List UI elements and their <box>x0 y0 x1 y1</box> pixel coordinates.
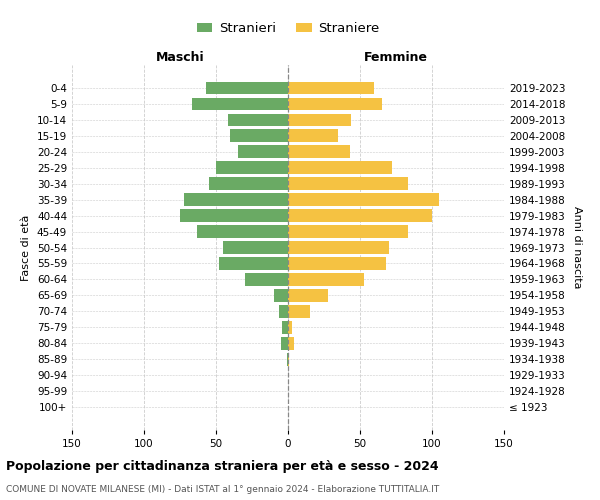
Bar <box>288 226 407 238</box>
Bar <box>288 194 439 206</box>
Bar <box>227 114 288 126</box>
Bar <box>287 353 288 366</box>
Legend: Stranieri, Straniere: Stranieri, Straniere <box>191 17 385 40</box>
Bar <box>288 305 310 318</box>
Bar <box>223 242 288 254</box>
Bar <box>288 210 432 222</box>
Text: Popolazione per cittadinanza straniera per età e sesso - 2024: Popolazione per cittadinanza straniera p… <box>6 460 439 473</box>
Bar <box>238 146 288 158</box>
Bar <box>288 162 392 174</box>
Bar <box>206 82 288 94</box>
Text: Maschi: Maschi <box>155 51 205 64</box>
Bar <box>288 130 338 142</box>
Bar <box>288 289 328 302</box>
Bar <box>288 178 407 190</box>
Bar <box>197 226 288 238</box>
Bar <box>180 210 288 222</box>
Bar <box>209 178 288 190</box>
Bar <box>288 257 386 270</box>
Bar <box>230 130 288 142</box>
Bar <box>288 98 382 110</box>
Text: COMUNE DI NOVATE MILANESE (MI) - Dati ISTAT al 1° gennaio 2024 - Elaborazione TU: COMUNE DI NOVATE MILANESE (MI) - Dati IS… <box>6 485 439 494</box>
Bar <box>245 273 288 285</box>
Text: Femmine: Femmine <box>364 51 428 64</box>
Bar <box>184 194 288 206</box>
Bar <box>191 98 288 110</box>
Bar <box>288 242 389 254</box>
Bar <box>280 305 288 318</box>
Y-axis label: Fasce di età: Fasce di età <box>22 214 31 280</box>
Bar <box>288 146 350 158</box>
Bar <box>282 321 288 334</box>
Bar <box>288 273 364 285</box>
Bar <box>288 353 289 366</box>
Bar <box>274 289 288 302</box>
Bar <box>288 82 374 94</box>
Y-axis label: Anni di nascita: Anni di nascita <box>572 206 582 289</box>
Bar <box>288 114 352 126</box>
Bar <box>288 337 294 349</box>
Bar <box>219 257 288 270</box>
Bar <box>288 321 292 334</box>
Bar <box>216 162 288 174</box>
Bar <box>281 337 288 349</box>
